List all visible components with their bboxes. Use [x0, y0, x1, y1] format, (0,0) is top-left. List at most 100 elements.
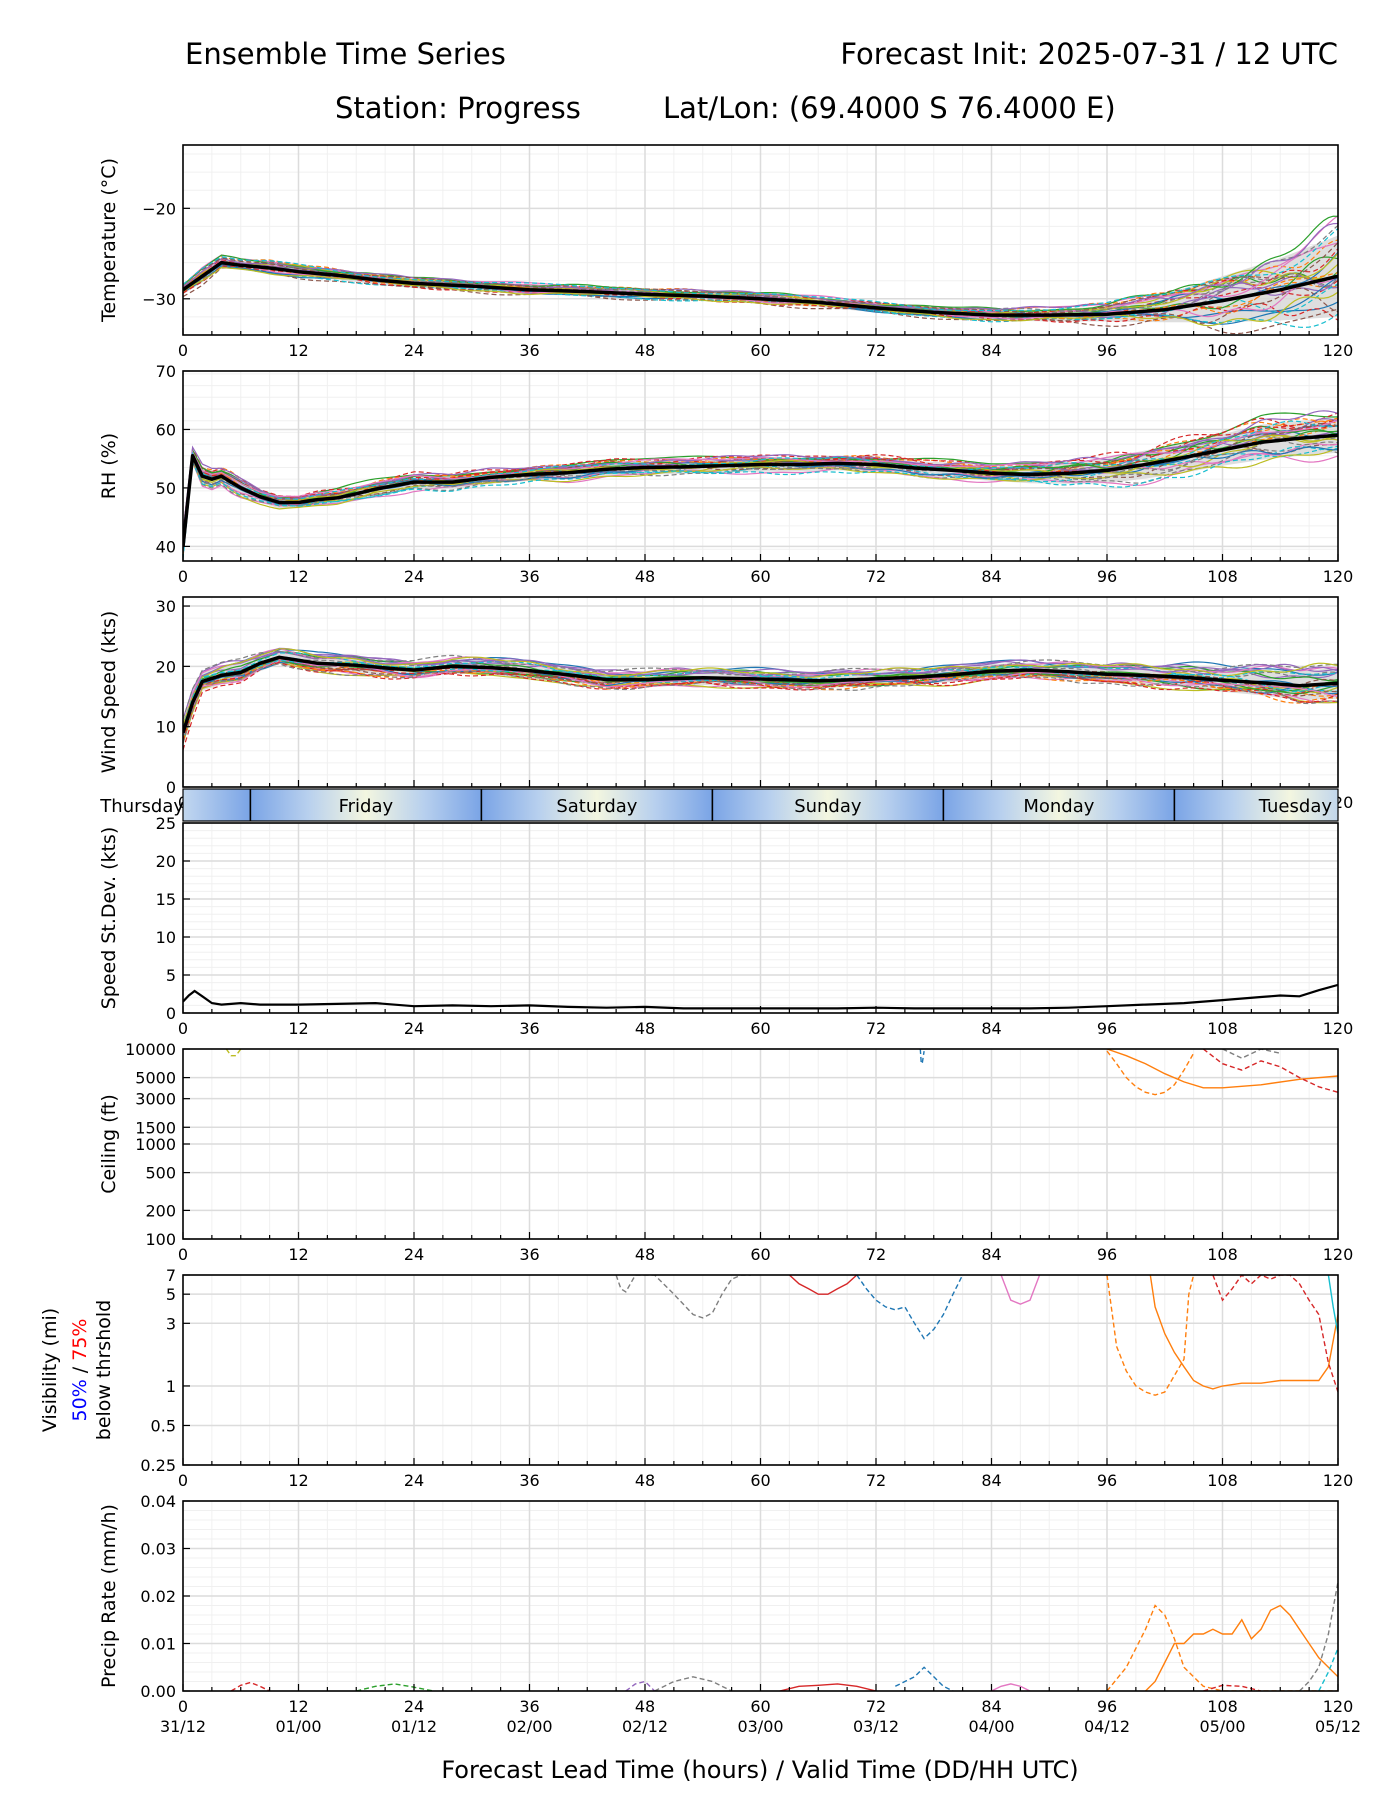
x-tick-label: 12 [288, 1019, 308, 1038]
y-tick-label: 60 [156, 420, 176, 439]
wind-speed-member-line [183, 656, 1338, 728]
x-tick-label: 72 [866, 1471, 886, 1490]
precip-rate-series-member-blue-dashed [894, 1666, 954, 1691]
x-tick-label: 12 [288, 1245, 308, 1264]
day-band [712, 789, 944, 821]
x-tick-label: 120 [1323, 1245, 1354, 1264]
x-tick-label: 108 [1207, 1019, 1238, 1038]
wind-speed-member-line [183, 652, 1338, 729]
speed-stdev-series-st-dev [183, 983, 1338, 1010]
ceiling-y-label: Ceiling (ft) [98, 1094, 120, 1194]
x-tick-label: 96 [1097, 567, 1117, 586]
x-tick-label: 96 [1097, 341, 1117, 360]
temperature-x-ticks: 0 12 24 36 48 60 72 84 96 108 120 [178, 328, 1353, 360]
precip-rate-series-member-green-dashed [356, 1683, 434, 1691]
precip-rate-series-member-red-dashed [230, 1681, 270, 1691]
visibility-y-label: Visibility (mi) [39, 1308, 61, 1432]
x-tick-label: 72 [866, 1019, 886, 1038]
x-tick-label: 72 [866, 1697, 886, 1716]
x-tick-label: 0 [178, 1019, 188, 1038]
x-tick-label: 0 [178, 341, 188, 360]
rh-y-label: RH (%) [98, 433, 120, 499]
y-tick-label: 3000 [135, 1090, 176, 1109]
wind-speed-member-line [183, 660, 1338, 751]
x-tick-label: 96 [1097, 1697, 1117, 1716]
day-label-friday: Friday [339, 796, 394, 817]
day-label-saturday: Saturday [556, 796, 637, 817]
y-tick-label: 40 [156, 537, 176, 556]
x-tick-label: 36 [519, 341, 539, 360]
rh-member-line [183, 452, 1338, 558]
y-tick-label: 20 [156, 657, 176, 676]
precip-rate-series-member-gray-dashed2 [654, 1676, 732, 1691]
x-tick-label: 84 [981, 1019, 1001, 1038]
rh-member-line [183, 419, 1338, 541]
y-tick-label: 1000 [135, 1135, 176, 1154]
precip-rate-y-ticks: 0.00 0.01 0.02 0.03 0.04 [140, 1492, 190, 1701]
y-tick-label: 50 [156, 479, 176, 498]
x-tick-label: 60 [750, 1697, 770, 1716]
x-tick-label: 72 [866, 567, 886, 586]
y-tick-label: 30 [156, 597, 176, 616]
y-tick-label: 5000 [135, 1069, 176, 1088]
x-tick-label: 36 [519, 1245, 539, 1264]
x-tick-label: 0 [178, 1697, 188, 1716]
x-tick-label: 108 [1207, 341, 1238, 360]
x-tick-label: 84 [981, 567, 1001, 586]
x-tick-label: 120 [1323, 1697, 1354, 1716]
rh-plot [183, 410, 1338, 560]
valid-time-tick-label: 01/12 [391, 1717, 437, 1736]
rh-member-line [183, 445, 1338, 560]
y-tick-label: 20 [156, 852, 176, 871]
x-tick-label: 60 [750, 1245, 770, 1264]
precip-rate-series-member-pink-solid [991, 1683, 1031, 1691]
x-tick-label: 108 [1207, 1245, 1238, 1264]
y-tick-label: 10000 [125, 1040, 176, 1059]
ceiling-x-ticks: 0 12 24 36 48 60 72 84 96 108 120 [178, 1232, 1353, 1264]
day-label-monday: Monday [1023, 796, 1094, 817]
wind-speed-member-line [183, 663, 1338, 744]
x-tick-label: 60 [750, 1019, 770, 1038]
x-tick-label: 12 [288, 1471, 308, 1490]
x-tick-label: 48 [635, 567, 655, 586]
x-tick-label: 72 [866, 1245, 886, 1264]
wind-speed-grid [183, 597, 1338, 788]
y-tick-label: 500 [145, 1164, 176, 1183]
valid-time-tick-label: 05/00 [1199, 1717, 1245, 1736]
y-tick-label: 0.04 [140, 1492, 176, 1511]
y-tick-label: 0 [166, 778, 176, 797]
ceiling-series-member-red-dashed [1202, 1049, 1338, 1093]
day-band [250, 789, 482, 821]
visibility-y-ticks: 0.25 0.5 1 3 57 [140, 1266, 190, 1475]
valid-time-tick-label: 05/12 [1315, 1717, 1361, 1736]
precip-rate-series-member-purple-dashed [625, 1680, 656, 1691]
x-tick-label: 24 [404, 1245, 424, 1264]
ceiling-grid [183, 1048, 1338, 1240]
x-tick-label: 84 [981, 1471, 1001, 1490]
precip-rate-series-member-teal-dashed [1318, 1648, 1338, 1691]
precip-rate-series-member-red-dashed2 [1203, 1684, 1262, 1691]
y-tick-label: 10 [156, 718, 176, 737]
valid-time-tick-label: 02/12 [622, 1717, 668, 1736]
x-tick-label: 96 [1097, 1471, 1117, 1490]
panels: 0 12 24 36 48 60 72 84 96 108 120−30−20Temperature… [39, 144, 1361, 1736]
wind-speed-y-ticks: 0 10 20 30 [156, 597, 190, 797]
wind-speed-member-line [183, 659, 1338, 736]
x-tick-label: 12 [288, 341, 308, 360]
day-band [481, 789, 713, 821]
x-tick-label: 12 [288, 567, 308, 586]
visibility-plot [615, 1275, 1338, 1396]
x-tick-label: 12 [288, 1697, 308, 1716]
day-band [943, 789, 1175, 821]
visibility-series-member-red-dashed [1212, 1275, 1338, 1393]
speed-stdev-plot [183, 983, 1338, 1010]
temperature-member-line [183, 228, 1338, 312]
rh-member-line [183, 417, 1338, 533]
y-tick-label: 15 [156, 890, 176, 909]
x-tick-label: 48 [635, 1245, 655, 1264]
day-band [183, 789, 251, 821]
ceiling-series-member-gray-dashed [1222, 1049, 1281, 1059]
ceiling-plot [225, 1049, 1338, 1096]
x-tick-label: 120 [1323, 1019, 1354, 1038]
